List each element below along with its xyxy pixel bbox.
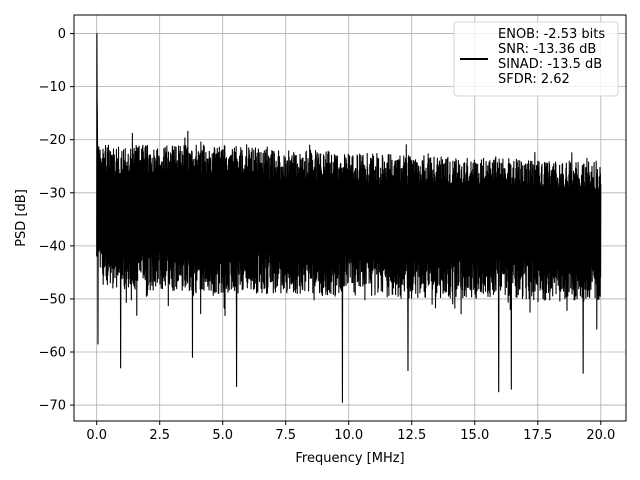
x-axis-ticks: 0.0 2.5 5.0 7.5 10.0 12.5 15.0 17.5 20.0 — [86, 421, 615, 443]
y-axis-label: PSD [dB] — [14, 189, 29, 247]
y-axis-ticks: 0 −10 −20 −30 −40 −50 −60 −70 — [39, 27, 74, 414]
plot-area — [96, 33, 602, 403]
legend-entry-line: SNR: -13.36 dB — [498, 42, 596, 57]
x-tick-label: 0.0 — [86, 428, 107, 443]
legend: ENOB: -2.53 bits SNR: -13.36 dB SINAD: -13… — [453, 21, 619, 97]
y-tick-label: −50 — [39, 292, 66, 307]
x-tick-label: 10.0 — [334, 428, 363, 443]
y-tick-label: −20 — [39, 133, 66, 148]
legend-entry-line: SFDR: 2.62 — [498, 72, 570, 87]
legend-entry-line: ENOB: -2.53 bits — [498, 27, 605, 42]
y-tick-label: −30 — [39, 186, 66, 201]
x-tick-label: 5.0 — [212, 428, 233, 443]
legend-entry-line: SINAD: -13.5 dB — [498, 57, 602, 72]
x-tick-label: 17.5 — [523, 428, 552, 443]
x-axis-label: Frequency [MHz] — [295, 451, 404, 466]
x-tick-label: 15.0 — [460, 428, 489, 443]
x-tick-label: 7.5 — [275, 428, 296, 443]
x-tick-label: 20.0 — [586, 428, 615, 443]
x-tick-label: 12.5 — [397, 428, 426, 443]
y-tick-label: −40 — [39, 239, 66, 254]
psd-series-line — [96, 33, 602, 403]
y-tick-label: −10 — [39, 80, 66, 95]
axes-frame — [73, 14, 627, 422]
y-tick-label: −60 — [39, 346, 66, 361]
x-tick-label: 2.5 — [149, 428, 170, 443]
y-tick-label: −70 — [39, 399, 66, 414]
legend-entry-label: ENOB: -2.53 bits SNR: -13.36 dB SINAD: -13… — [498, 27, 605, 87]
y-tick-label: 0 — [58, 27, 66, 42]
legend-box — [453, 21, 619, 97]
